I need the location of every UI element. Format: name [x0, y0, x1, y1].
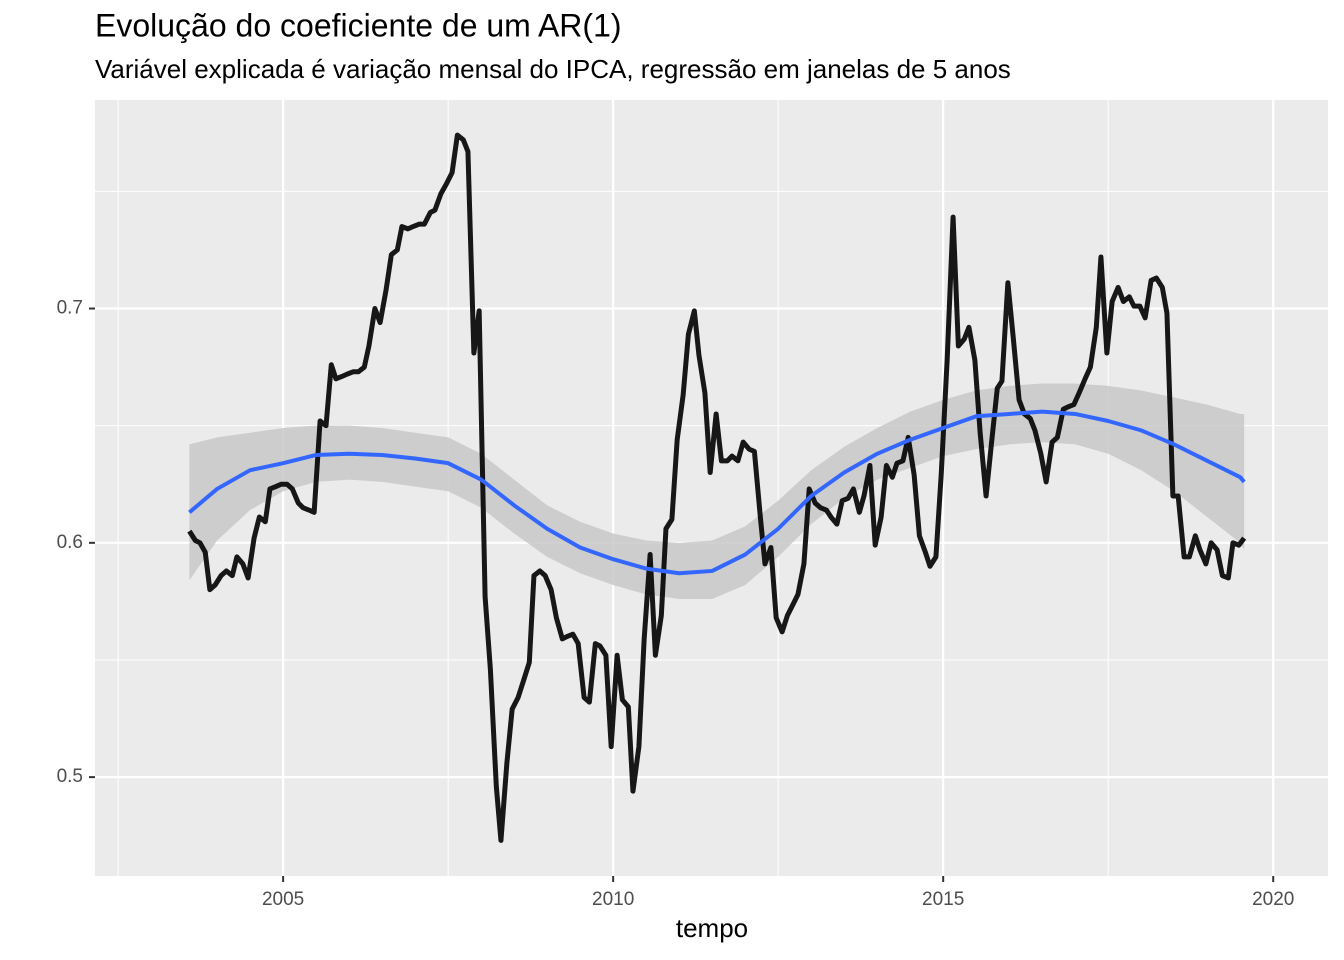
chart-subtitle: Variável explicada é variação mensal do … — [95, 54, 1011, 84]
x-tick-label: 2020 — [1252, 889, 1294, 910]
x-tick-label: 2015 — [922, 889, 964, 910]
data-line — [187, 132, 1247, 843]
panel — [95, 100, 1328, 876]
y-tick-label: 0.5 — [57, 766, 83, 787]
x-tick-label: 2010 — [592, 889, 634, 910]
x-tick-label: 2005 — [262, 889, 304, 910]
y-tick-label: 0.6 — [57, 532, 83, 553]
x-axis-label: tempo — [676, 913, 748, 943]
y-tick-label: 0.7 — [57, 298, 83, 319]
chart-title: Evolução do coeficiente de um AR(1) — [95, 7, 622, 43]
smooth-line — [188, 409, 1246, 576]
